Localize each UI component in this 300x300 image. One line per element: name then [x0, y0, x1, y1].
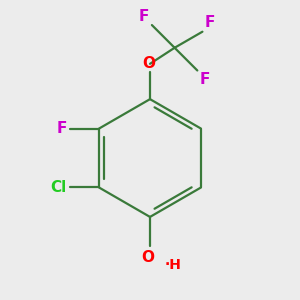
Text: ·H: ·H [165, 258, 182, 272]
Text: F: F [139, 9, 149, 24]
Text: O: O [142, 56, 155, 71]
Text: F: F [200, 72, 210, 87]
Text: F: F [56, 121, 67, 136]
Text: F: F [205, 15, 215, 30]
Text: Cl: Cl [51, 180, 67, 195]
Text: O: O [141, 250, 154, 266]
